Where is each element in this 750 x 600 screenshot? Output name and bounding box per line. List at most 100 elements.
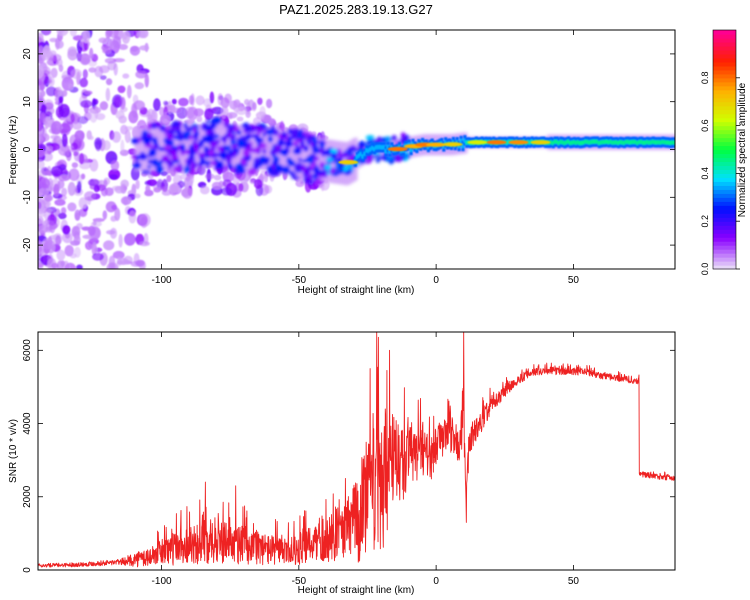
core-line xyxy=(569,140,573,146)
band-granule xyxy=(226,144,232,152)
noise-blob xyxy=(45,86,57,97)
noise-blob xyxy=(91,242,98,256)
colorbar-swatch xyxy=(713,157,736,163)
colorbar-swatch xyxy=(713,41,736,47)
colorbar-swatch xyxy=(713,109,736,115)
core-line xyxy=(465,140,469,145)
core-line xyxy=(442,144,446,149)
core-line xyxy=(659,140,663,145)
hotspot xyxy=(486,140,507,145)
band-granule xyxy=(188,135,194,141)
core-line xyxy=(597,140,601,146)
band-granule xyxy=(407,154,411,160)
band-granule xyxy=(228,132,233,137)
core-line xyxy=(386,144,390,150)
core-line xyxy=(580,140,584,145)
noise-blob xyxy=(117,85,126,94)
band-granule xyxy=(267,136,274,143)
noise-blob xyxy=(93,184,100,193)
core-line xyxy=(363,151,367,156)
noise-blob xyxy=(82,30,90,44)
hotspot xyxy=(508,140,529,145)
core-line xyxy=(584,139,588,144)
noise-blob xyxy=(58,164,67,171)
core-line xyxy=(565,140,569,145)
band-granule xyxy=(281,165,291,174)
noise-blob xyxy=(44,102,54,110)
colorbar-swatch xyxy=(713,201,736,206)
band-granule xyxy=(269,169,278,176)
y-tick-label: 0 xyxy=(22,567,33,573)
noise-blob xyxy=(59,122,71,136)
band-granule xyxy=(338,152,343,159)
band-granule xyxy=(335,160,340,170)
band-granule xyxy=(233,124,237,129)
core-line xyxy=(619,139,623,145)
snr-y-label: SNR (10 * v/v) xyxy=(8,419,19,483)
colorbar-swatch xyxy=(713,253,736,258)
band-granule xyxy=(319,140,325,150)
noise-blob xyxy=(50,67,58,78)
noise-blob xyxy=(102,210,108,220)
band-halo xyxy=(250,126,255,170)
colorbar-swatch xyxy=(713,33,736,39)
colorbar-swatch xyxy=(713,229,736,234)
noise-blob xyxy=(55,40,64,49)
hotspot xyxy=(467,140,488,145)
noise-blob xyxy=(92,252,104,261)
core-line xyxy=(607,140,611,145)
core-line xyxy=(384,149,388,154)
colorbar-tick-label: 0.8 xyxy=(700,72,710,85)
noise-blob xyxy=(74,130,85,141)
noise-blob xyxy=(98,65,110,74)
band-halo xyxy=(202,124,207,168)
noise-blob xyxy=(61,133,68,147)
band-granule xyxy=(315,144,319,153)
noise-blob xyxy=(221,187,233,196)
core-line xyxy=(632,139,636,144)
band-granule xyxy=(297,169,301,173)
noise-blob xyxy=(235,107,247,116)
noise-blob xyxy=(137,31,146,39)
band-granule xyxy=(204,153,210,159)
band-halo xyxy=(261,127,266,171)
noise-blob xyxy=(104,187,114,196)
band-granule xyxy=(271,159,279,166)
noise-blob xyxy=(195,95,205,106)
colorbar-swatch xyxy=(713,245,736,250)
noise-blob xyxy=(153,187,162,193)
band-granule xyxy=(391,135,398,141)
noise-blob xyxy=(87,225,96,236)
noise-blob xyxy=(146,179,157,187)
noise-blob xyxy=(167,100,173,115)
band-granule xyxy=(324,164,332,171)
noise-blob xyxy=(109,174,118,180)
core-line xyxy=(371,145,375,151)
noise-blob xyxy=(184,106,195,119)
y-tick-label: 6000 xyxy=(22,339,33,362)
noise-blob xyxy=(43,219,50,226)
noise-blob xyxy=(163,100,169,106)
noise-blob xyxy=(68,83,74,90)
band-granule xyxy=(365,135,375,141)
figure-title: PAZ1.2025.283.19.13.G27 xyxy=(279,2,433,17)
noise-blob xyxy=(252,117,262,125)
band-granule xyxy=(303,145,309,152)
noise-blob xyxy=(111,131,122,143)
x-tick-label: -100 xyxy=(152,576,172,587)
noise-blob xyxy=(263,173,269,183)
band-granule xyxy=(155,165,164,173)
band-granule xyxy=(273,156,278,162)
band-granule xyxy=(301,132,311,136)
band-granule xyxy=(262,132,266,138)
band-halo xyxy=(140,128,145,171)
noise-blob xyxy=(259,106,266,118)
spectrogram-hotspots xyxy=(338,140,551,165)
band-granule xyxy=(220,136,225,141)
core-line xyxy=(361,154,365,159)
colorbar-swatch xyxy=(713,45,736,51)
spectrogram-cells xyxy=(38,30,675,269)
core-line xyxy=(647,140,651,145)
colorbar-swatch xyxy=(713,145,736,151)
band-granule xyxy=(266,165,273,172)
